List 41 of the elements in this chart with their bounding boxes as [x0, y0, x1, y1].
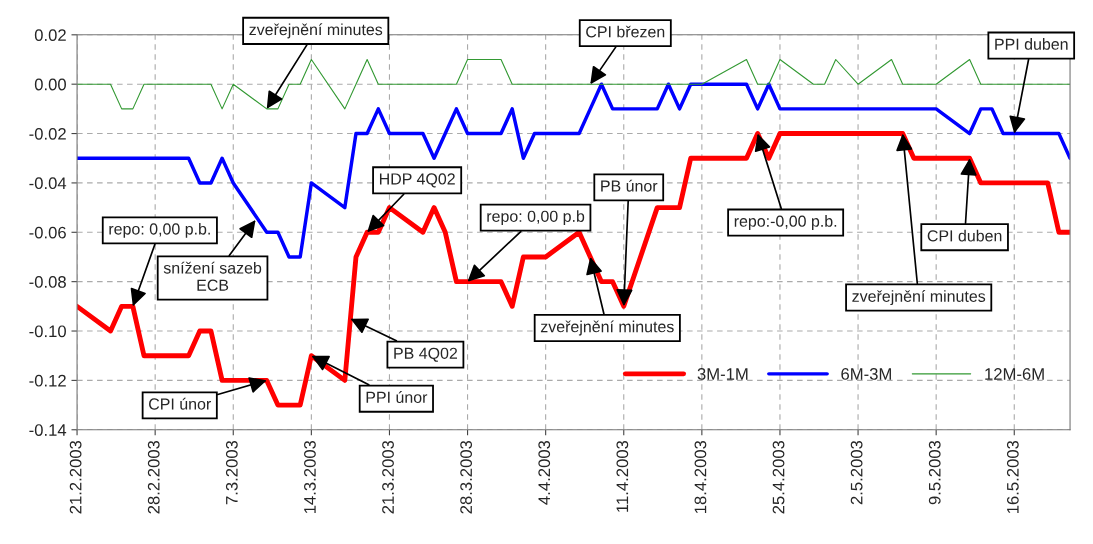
- y-tick-label: -0.08: [29, 276, 66, 288]
- annotation: repo: 0,00 p.b: [487, 210, 585, 226]
- y-tick-label: -0.14: [29, 424, 67, 436]
- annotation: PPI únor: [366, 391, 428, 403]
- x-tick-label: 25.4.2003: [772, 440, 785, 514]
- annotation: zveřejnění minutes: [249, 23, 383, 39]
- x-tick-label: 21.2.2003: [69, 440, 82, 514]
- annotation: snížení sazeb ECB: [163, 261, 262, 291]
- x-tick-label: 7.3.2003: [225, 440, 238, 505]
- y-tick-label: -0.12: [29, 374, 66, 387]
- y-tick-label: -0.04: [29, 177, 67, 190]
- annotation: HDP 4Q02: [379, 173, 455, 188]
- y-tick-label: -0.10: [29, 325, 66, 338]
- annotation: repo: 0,00 p.b.: [109, 222, 210, 238]
- x-tick-label: 28.3.2003: [460, 440, 473, 514]
- x-tick-label: 11.4.2003: [616, 440, 629, 512]
- annotation: CPI únor: [149, 397, 211, 410]
- x-tick-label: 9.5.2003: [928, 440, 941, 505]
- legend-label: 3M-1M: [697, 368, 748, 380]
- x-tick-label: 28.2.2003: [147, 440, 160, 514]
- annotation: PB únor: [601, 179, 658, 192]
- annotation: zveřejnění minutes: [852, 290, 986, 306]
- y-tick-label: -0.06: [29, 226, 66, 239]
- y-tick-label: 0.02: [34, 29, 66, 42]
- x-tick-label: 18.4.2003: [694, 440, 707, 514]
- legend-label: 6M-3M: [841, 368, 891, 380]
- x-tick-label: 2.5.2003: [850, 440, 863, 505]
- x-tick-label: 4.4.2003: [538, 440, 551, 505]
- annotation: repo:-0,00 p.b.: [734, 215, 837, 230]
- y-tick-label: -0.02: [29, 127, 66, 140]
- x-tick-label: 14.3.2003: [304, 440, 316, 514]
- y-tick-label: 0.00: [34, 78, 66, 91]
- annotation: PPI duben: [995, 38, 1068, 50]
- x-tick-label: 16.5.2003: [1006, 440, 1019, 514]
- annotation: CPI duben: [927, 229, 1002, 242]
- x-tick-label: 21.3.2003: [382, 440, 394, 514]
- annotation: zveřejnění minutes: [540, 320, 674, 336]
- legend-label: 12M-6M: [985, 368, 1044, 380]
- annotation: PB 4Q02: [394, 347, 458, 362]
- annotation: CPI březen: [586, 25, 665, 38]
- line-series: [77, 131, 1071, 408]
